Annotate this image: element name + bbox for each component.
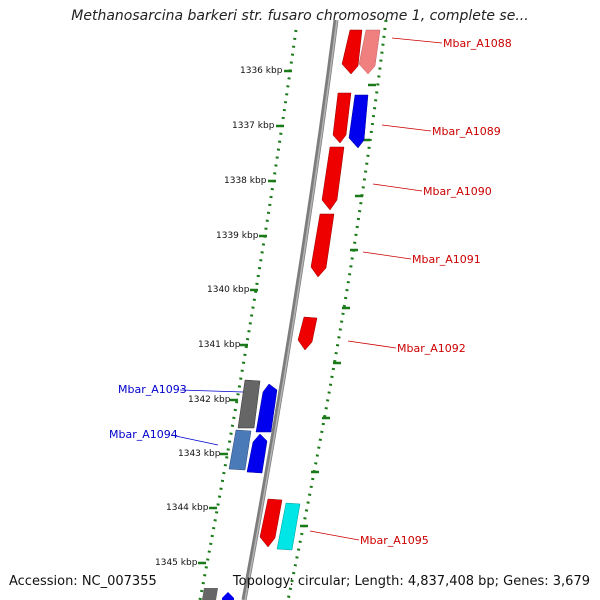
gene-arrow-mbar-a1095[interactable] xyxy=(259,498,283,548)
gene-label-mbar-a1092[interactable]: Mbar_A1092 xyxy=(397,342,466,355)
gene-arrow-mbar-a1092[interactable] xyxy=(297,316,318,351)
gene-arrow-partial-gray[interactable] xyxy=(202,588,218,600)
gene-label-mbar-a1090[interactable]: Mbar_A1090 xyxy=(423,185,492,198)
leader-line-mbar-a1091 xyxy=(362,251,412,260)
inner-tick-track xyxy=(198,29,298,600)
page-title: Methanosarcina barkeri str. fusaro chrom… xyxy=(71,8,529,24)
tick-label: 1345 kbp xyxy=(155,558,198,568)
tick-label: 1339 kbp xyxy=(216,231,259,241)
gene-arrow-partial-blue[interactable] xyxy=(222,592,234,600)
tick-label: 1340 kbp xyxy=(207,285,250,295)
tick-label: 1342 kbp xyxy=(188,395,231,405)
tick-label: 1338 kbp xyxy=(224,176,267,186)
gene-label-mbar-a1093[interactable]: Mbar_A1093 xyxy=(118,383,187,396)
leader-line-mbar-a1090 xyxy=(372,183,423,192)
gene-arrow-mbar-a1088-b[interactable] xyxy=(358,29,381,75)
leader-line-mbar-a1092 xyxy=(347,340,397,349)
leader-line-mbar-a1094 xyxy=(170,434,219,446)
gene-label-mbar-a1091[interactable]: Mbar_A1091 xyxy=(412,253,481,266)
tick-label: 1336 kbp xyxy=(240,66,283,76)
leader-line-mbar-a1089 xyxy=(381,124,432,132)
tick-label: 1344 kbp xyxy=(166,503,209,513)
gene-arrow-mbar-a1093-gray[interactable] xyxy=(237,379,261,429)
tick-label: 1337 kbp xyxy=(232,121,275,131)
gene-arrow-mbar-a1088[interactable] xyxy=(341,29,363,75)
gene-label-mbar-a1088[interactable]: Mbar_A1088 xyxy=(443,37,512,50)
gene-label-mbar-a1089[interactable]: Mbar_A1089 xyxy=(432,125,501,138)
gene-label-mbar-a1095[interactable]: Mbar_A1095 xyxy=(360,534,429,547)
accession-text: Accession: NC_007355 xyxy=(9,574,157,589)
leader-line-mbar-a1093 xyxy=(179,389,244,393)
gene-arrow-mbar-a1094-steel[interactable] xyxy=(228,429,252,471)
gene-arrow-mbar-a1091[interactable] xyxy=(310,213,335,278)
gene-arrow-mbar-a1095-cyan[interactable] xyxy=(276,502,301,551)
chromosome-backbone xyxy=(241,19,339,600)
tick-label: 1343 kbp xyxy=(178,449,221,459)
outer-tick-track xyxy=(286,19,388,600)
gene-label-mbar-a1094[interactable]: Mbar_A1094 xyxy=(109,428,178,441)
leader-line-mbar-a1095 xyxy=(309,530,360,541)
chromosome-backbone-highlight xyxy=(244,19,338,600)
gene-arrow-mbar-a1089-b[interactable] xyxy=(348,94,369,149)
gene-arrow-mbar-a1094[interactable] xyxy=(246,433,268,474)
tick-label: 1341 kbp xyxy=(198,340,241,350)
leader-line-mbar-a1088 xyxy=(391,37,443,44)
gene-arrow-mbar-a1090[interactable] xyxy=(321,146,345,211)
gene-arrow-mbar-a1093[interactable] xyxy=(255,383,278,433)
gene-arrow-mbar-a1089[interactable] xyxy=(332,92,352,144)
genome-summary-text: Topology: circular; Length: 4,837,408 bp… xyxy=(232,574,590,589)
